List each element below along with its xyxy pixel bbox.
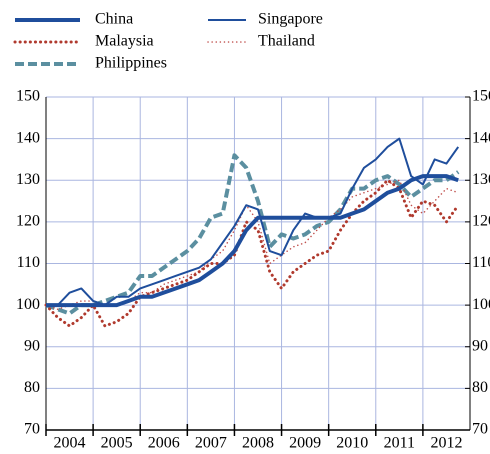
y2-tick-label: 110	[472, 254, 490, 271]
y-tick-label: 150	[16, 88, 40, 105]
y2-tick-label: 130	[472, 171, 490, 188]
y-tick-label: 140	[16, 129, 40, 146]
x-tick-label: 2006	[148, 435, 180, 452]
y2-tick-label: 90	[472, 337, 488, 354]
y-tick-label: 100	[16, 296, 40, 313]
y2-tick-label: 70	[472, 421, 488, 438]
x-tick-label: 2004	[54, 435, 86, 452]
x-tick-label: 2008	[242, 435, 274, 452]
y-tick-label: 130	[16, 171, 40, 188]
x-tick-label: 2009	[289, 435, 321, 452]
legend-label: Singapore	[258, 11, 323, 28]
y-tick-label: 120	[16, 213, 40, 230]
x-tick-label: 2011	[384, 435, 415, 452]
x-tick-label: 2005	[101, 435, 133, 452]
y2-tick-label: 150	[472, 88, 490, 105]
legend-label: Thailand	[258, 33, 315, 50]
legend-label: China	[95, 11, 133, 28]
legend-label: Malaysia	[95, 33, 154, 50]
y2-tick-label: 80	[472, 379, 488, 396]
x-tick-label: 2010	[336, 435, 368, 452]
x-tick-label: 2007	[195, 435, 227, 452]
legend-label: Philippines	[95, 55, 167, 72]
y2-tick-label: 100	[472, 296, 490, 313]
y-tick-label: 90	[24, 337, 40, 354]
series-line	[46, 137, 460, 307]
y-tick-label: 70	[24, 421, 40, 438]
series-line	[46, 174, 459, 308]
y2-tick-label: 120	[472, 213, 490, 230]
series-line	[45, 153, 460, 316]
y-tick-label: 80	[24, 379, 40, 396]
y2-tick-label: 140	[472, 129, 490, 146]
y-tick-label: 110	[17, 254, 40, 271]
x-tick-label: 2012	[430, 435, 462, 452]
